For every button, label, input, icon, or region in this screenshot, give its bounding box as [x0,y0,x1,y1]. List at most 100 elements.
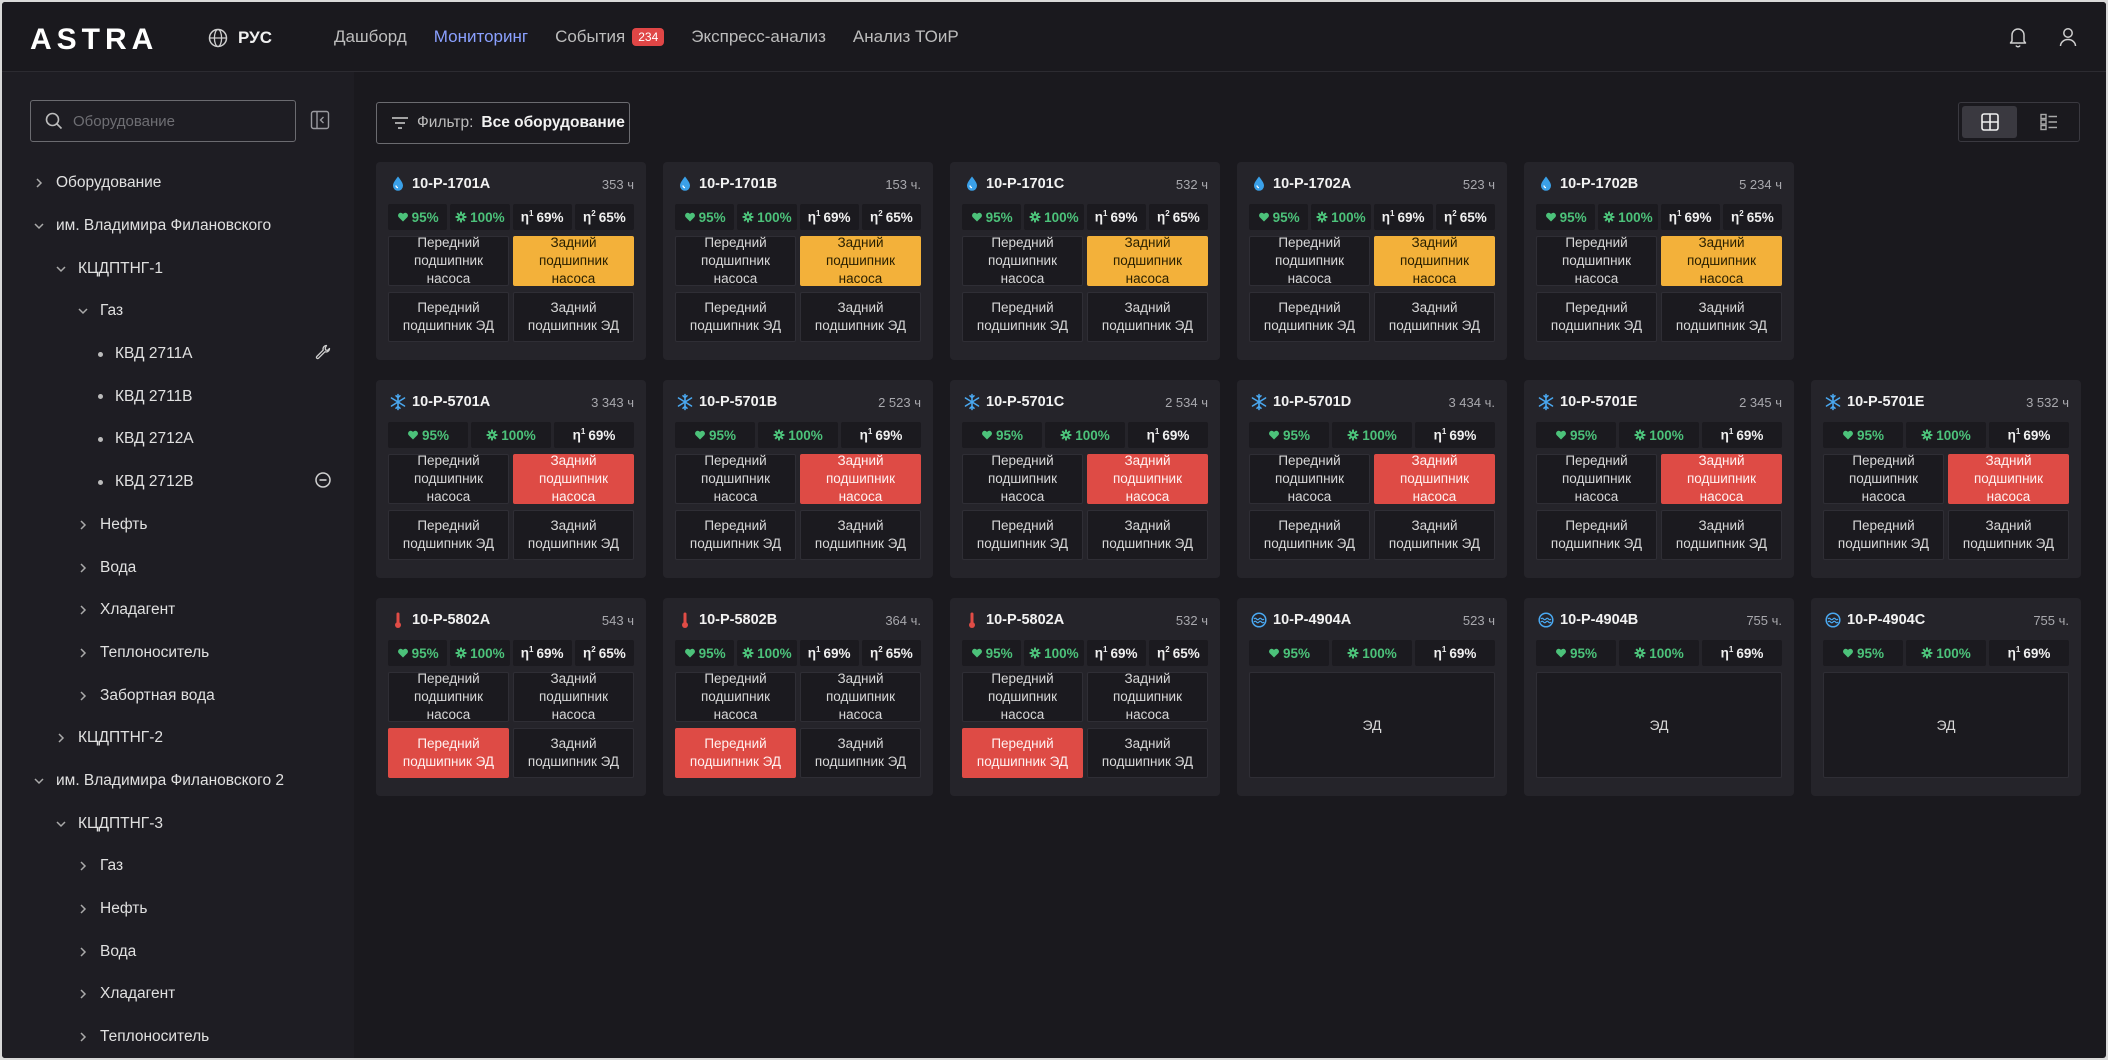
bearing-cell[interactable]: Задний подшипник насоса [513,235,634,286]
bearing-cell[interactable]: Передний подшипник насоса [388,453,509,504]
chevron-down-icon[interactable] [76,305,90,317]
bearing-cell[interactable]: Передний подшипник насоса [1249,235,1370,286]
equipment-card[interactable]: 10-P-4904A 523 ч 95% 100% η1 69% ЭД [1237,598,1507,796]
chevron-right-icon[interactable] [76,903,90,915]
tree-item[interactable]: Хладагент [2,973,354,1016]
language-switcher[interactable]: РУС [208,28,272,48]
bearing-cell[interactable]: Задний подшипник насоса [1374,453,1495,504]
bearing-cell[interactable]: Передний подшипник насоса [388,671,509,722]
bearing-cell[interactable]: Передний подшипник ЭД [388,728,509,778]
bearing-cell[interactable]: Задний подшипник ЭД [800,510,921,560]
equipment-card[interactable]: 10-P-1702B 5 234 ч 95% 100% η1 69% η2 65% Передн… [1524,162,1794,360]
bearing-cell[interactable]: Задний подшипник ЭД [1087,292,1208,342]
bearing-cell[interactable]: Задний подшипник ЭД [800,728,921,778]
bearing-cell[interactable]: Задний подшипник насоса [513,453,634,504]
chevron-down-icon[interactable] [32,220,46,232]
bearing-cell[interactable]: Передний подшипник ЭД [675,510,796,560]
bearing-cell[interactable]: Передний подшипник ЭД [962,728,1083,778]
equipment-card[interactable]: 10-P-5802B 364 ч. 95% 100% η1 69% η2 65% Передни… [663,598,933,796]
chevron-right-icon[interactable] [76,690,90,702]
equipment-card[interactable]: 10-P-5701A 3 343 ч 95% 100% η1 69% Передний по… [376,380,646,578]
bearing-cell[interactable]: Передний подшипник ЭД [1249,510,1370,560]
chevron-down-icon[interactable] [32,775,46,787]
bearing-cell[interactable]: Задний подшипник ЭД [800,292,921,342]
equipment-card[interactable]: 10-P-5701C 2 534 ч 95% 100% η1 69% Передний по… [950,380,1220,578]
bearing-cell[interactable]: Передний подшипник насоса [675,453,796,504]
list-view-button[interactable] [2021,106,2076,138]
equipment-card[interactable]: 10-P-5701D 3 434 ч. 95% 100% η1 69% Передний п… [1237,380,1507,578]
equipment-card[interactable]: 10-P-5701B 2 523 ч 95% 100% η1 69% Передний по… [663,380,933,578]
tree-item[interactable]: Газ [2,290,354,333]
nav-monitoring[interactable]: Мониторинг [434,27,528,47]
chevron-right-icon[interactable] [76,604,90,616]
bearing-cell[interactable]: Задний подшипник ЭД [1948,510,2069,560]
chevron-right-icon[interactable] [76,1031,90,1043]
tree-item[interactable]: КВД 2711B [2,375,354,418]
bearing-cell[interactable]: Задний подшипник ЭД [513,292,634,342]
equipment-card[interactable]: 10-P-1701C 532 ч 95% 100% η1 69% η2 65% Передний… [950,162,1220,360]
bearing-cell[interactable]: Задний подшипник насоса [1661,235,1782,286]
nav-maintenance-analysis[interactable]: Анализ ТОиР [853,27,959,47]
bearing-cell[interactable]: Передний подшипник ЭД [1536,510,1657,560]
tree-item[interactable]: КВД 2712А [2,418,354,461]
bearing-cell[interactable]: Задний подшипник насоса [1374,235,1495,286]
chevron-down-icon[interactable] [54,263,68,275]
grid-view-button[interactable] [1962,106,2017,138]
bearing-cell[interactable]: Задний подшипник насоса [1087,235,1208,286]
tree-item[interactable]: КВД 2711А [2,333,354,376]
bearing-cell[interactable]: Задний подшипник ЭД [513,510,634,560]
tree-item[interactable]: Теплоноситель [2,1016,354,1058]
filter-button[interactable]: Фильтр: Все оборудование [376,102,630,144]
tree-item[interactable]: им. Владимира Филановского 2 [2,760,354,803]
tree-item[interactable]: КЦДПТНГ-2 [2,717,354,760]
chevron-right-icon[interactable] [76,946,90,958]
bearing-cell[interactable]: Передний подшипник ЭД [675,292,796,342]
tree-item[interactable]: КЦДПТНГ-1 [2,247,354,290]
bearing-cell[interactable]: Передний подшипник ЭД [962,292,1083,342]
bearing-cell[interactable]: Задний подшипник ЭД [1374,510,1495,560]
chevron-right-icon[interactable] [76,860,90,872]
bearing-cell[interactable]: Передний подшипник ЭД [388,292,509,342]
search-input[interactable] [73,112,283,130]
bearing-cell[interactable]: Задний подшипник ЭД [1661,292,1782,342]
bearing-cell[interactable]: Передний подшипник ЭД [675,728,796,778]
bearing-cell[interactable]: Задний подшипник насоса [800,671,921,722]
bearing-cell[interactable]: Передний подшипник ЭД [962,510,1083,560]
bearing-cell[interactable]: Задний подшипник ЭД [1087,728,1208,778]
bearing-cell[interactable]: Задний подшипник насоса [1087,671,1208,722]
user-icon[interactable] [2058,26,2078,48]
tree-item[interactable]: им. Владимира Филановского [2,205,354,248]
equipment-card[interactable]: 10-P-5701E 2 345 ч 95% 100% η1 69% Передний по… [1524,380,1794,578]
bearing-cell[interactable]: Передний подшипник насоса [388,235,509,286]
equipment-card[interactable]: 10-P-1702A 523 ч 95% 100% η1 69% η2 65% Передний… [1237,162,1507,360]
bearing-cell[interactable]: Передний подшипник насоса [1823,453,1944,504]
bearing-cell[interactable]: Задний подшипник насоса [1087,453,1208,504]
tree-item[interactable]: Нефть [2,504,354,547]
wrench-icon[interactable] [314,343,332,366]
equipment-card[interactable]: 10-P-5802A 543 ч 95% 100% η1 69% η2 65% Передний… [376,598,646,796]
bearing-cell[interactable]: Передний подшипник насоса [962,671,1083,722]
bearing-cell[interactable]: Передний подшипник насоса [962,453,1083,504]
astra-logo[interactable]: ASTRA [30,24,182,52]
tree-item[interactable]: КВД 2712B [2,461,354,504]
bearing-cell[interactable]: Передний подшипник ЭД [1536,292,1657,342]
bearing-cell[interactable]: Задний подшипник ЭД [513,728,634,778]
tree-item[interactable]: Хладагент [2,589,354,632]
bearing-cell[interactable]: Задний подшипник ЭД [1374,292,1495,342]
bearing-cell[interactable]: Передний подшипник ЭД [388,510,509,560]
tree-item[interactable]: Вода [2,546,354,589]
nav-events[interactable]: События 234 [555,27,665,47]
motor-cell[interactable]: ЭД [1536,672,1782,778]
bearing-cell[interactable]: Задний подшипник насоса [1948,453,2069,504]
equipment-card[interactable]: 10-P-4904C 755 ч. 95% 100% η1 69% ЭД [1811,598,2081,796]
nav-dashboard[interactable]: Дашборд [334,27,407,47]
chevron-right-icon[interactable] [76,647,90,659]
bearing-cell[interactable]: Передний подшипник насоса [962,235,1083,286]
tree-item[interactable]: Оборудование [2,162,354,205]
bearing-cell[interactable]: Задний подшипник ЭД [1661,510,1782,560]
bell-icon[interactable] [2008,26,2028,48]
chevron-down-icon[interactable] [54,818,68,830]
bearing-cell[interactable]: Передний подшипник ЭД [1249,292,1370,342]
nav-express-analysis[interactable]: Экспресс-анализ [691,27,826,47]
bearing-cell[interactable]: Задний подшипник насоса [800,453,921,504]
